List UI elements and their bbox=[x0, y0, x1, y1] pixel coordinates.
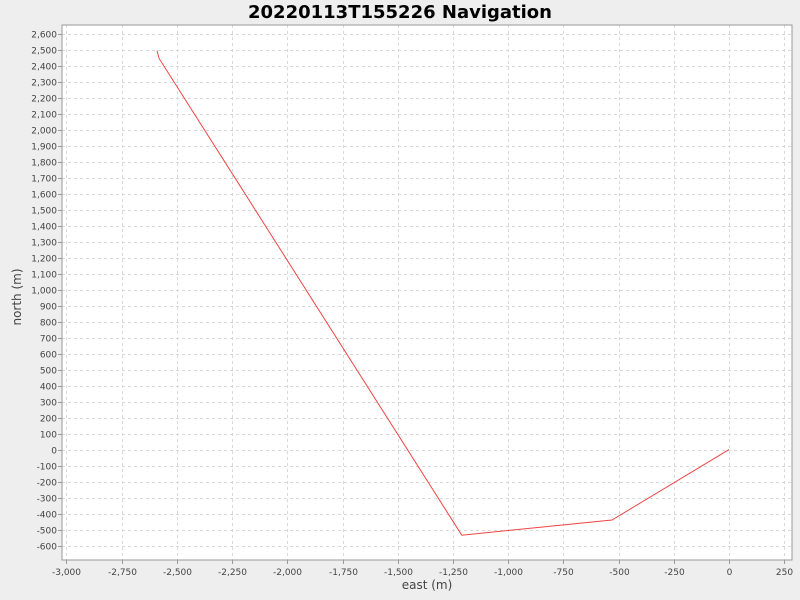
y-axis-label: north (m) bbox=[10, 268, 24, 325]
y-tick-label: 2,300 bbox=[31, 79, 57, 89]
y-tick-label: 100 bbox=[40, 431, 57, 441]
y-tick-label: 1,800 bbox=[31, 159, 57, 169]
y-tick-label: 1,900 bbox=[31, 143, 57, 153]
y-tick-label: -300 bbox=[37, 495, 58, 505]
y-tick-label: 600 bbox=[40, 351, 57, 361]
plot-frame bbox=[61, 24, 793, 561]
x-tick-label: -1,500 bbox=[384, 568, 413, 578]
axis-layer: -3,000 -2,750 -2,500 -2,250 -2,000 -1,750 -1,5… bbox=[31, 31, 793, 579]
y-tick-label: 300 bbox=[40, 399, 57, 409]
chart-title: 20220113T155226 Navigation bbox=[248, 2, 552, 23]
x-tick-label: -1,750 bbox=[329, 568, 358, 578]
y-tick-label: 200 bbox=[40, 415, 57, 425]
x-tick-label: -1,250 bbox=[439, 568, 468, 578]
y-tick-label: 1,700 bbox=[31, 175, 57, 185]
y-tick-label: 900 bbox=[40, 303, 57, 313]
x-tick-label: -2,250 bbox=[218, 568, 247, 578]
y-tick-label: 1,200 bbox=[31, 255, 57, 265]
x-tick-label: -750 bbox=[553, 568, 574, 578]
y-tick-label: -600 bbox=[37, 543, 58, 553]
y-tick-label: 1,400 bbox=[31, 223, 57, 233]
y-tick-label: 1,000 bbox=[31, 287, 57, 297]
y-tick-label: 1,600 bbox=[31, 191, 57, 201]
y-tick-label: 1,100 bbox=[31, 271, 57, 281]
y-tick-label: 2,000 bbox=[31, 127, 57, 137]
y-tick-label: 800 bbox=[40, 319, 57, 329]
y-tick-label: 0 bbox=[51, 447, 57, 457]
navigation-track-line bbox=[156, 50, 730, 536]
series-layer bbox=[156, 50, 730, 536]
y-tick-label: 2,400 bbox=[31, 63, 57, 73]
y-tick-label: -400 bbox=[37, 511, 58, 521]
x-tick-label: -2,500 bbox=[163, 568, 192, 578]
y-tick-label: 700 bbox=[40, 335, 57, 345]
y-tick-label: 2,100 bbox=[31, 111, 57, 121]
x-tick-label: -500 bbox=[609, 568, 630, 578]
y-tick-label: 500 bbox=[40, 367, 57, 377]
x-tick-label: 0 bbox=[727, 568, 733, 578]
x-tick-label: -3,000 bbox=[52, 568, 81, 578]
x-tick-label: -2,750 bbox=[108, 568, 137, 578]
x-tick-label: -2,000 bbox=[273, 568, 302, 578]
y-tick-label: 2,500 bbox=[31, 47, 57, 57]
grid-lines bbox=[62, 25, 792, 560]
y-tick-label: 400 bbox=[40, 383, 57, 393]
x-tick-label: -250 bbox=[664, 568, 685, 578]
y-tick-label: 2,600 bbox=[31, 31, 57, 41]
x-tick-label: 250 bbox=[776, 568, 793, 578]
y-tick-label: 1,500 bbox=[31, 207, 57, 217]
y-tick-label: 1,300 bbox=[31, 239, 57, 249]
x-tick-label: -1,000 bbox=[494, 568, 523, 578]
x-axis-label: east (m) bbox=[402, 578, 453, 592]
y-tick-label: 2,200 bbox=[31, 95, 57, 105]
y-tick-label: -100 bbox=[37, 463, 58, 473]
y-tick-label: -200 bbox=[37, 479, 58, 489]
y-tick-label: -500 bbox=[37, 527, 58, 537]
